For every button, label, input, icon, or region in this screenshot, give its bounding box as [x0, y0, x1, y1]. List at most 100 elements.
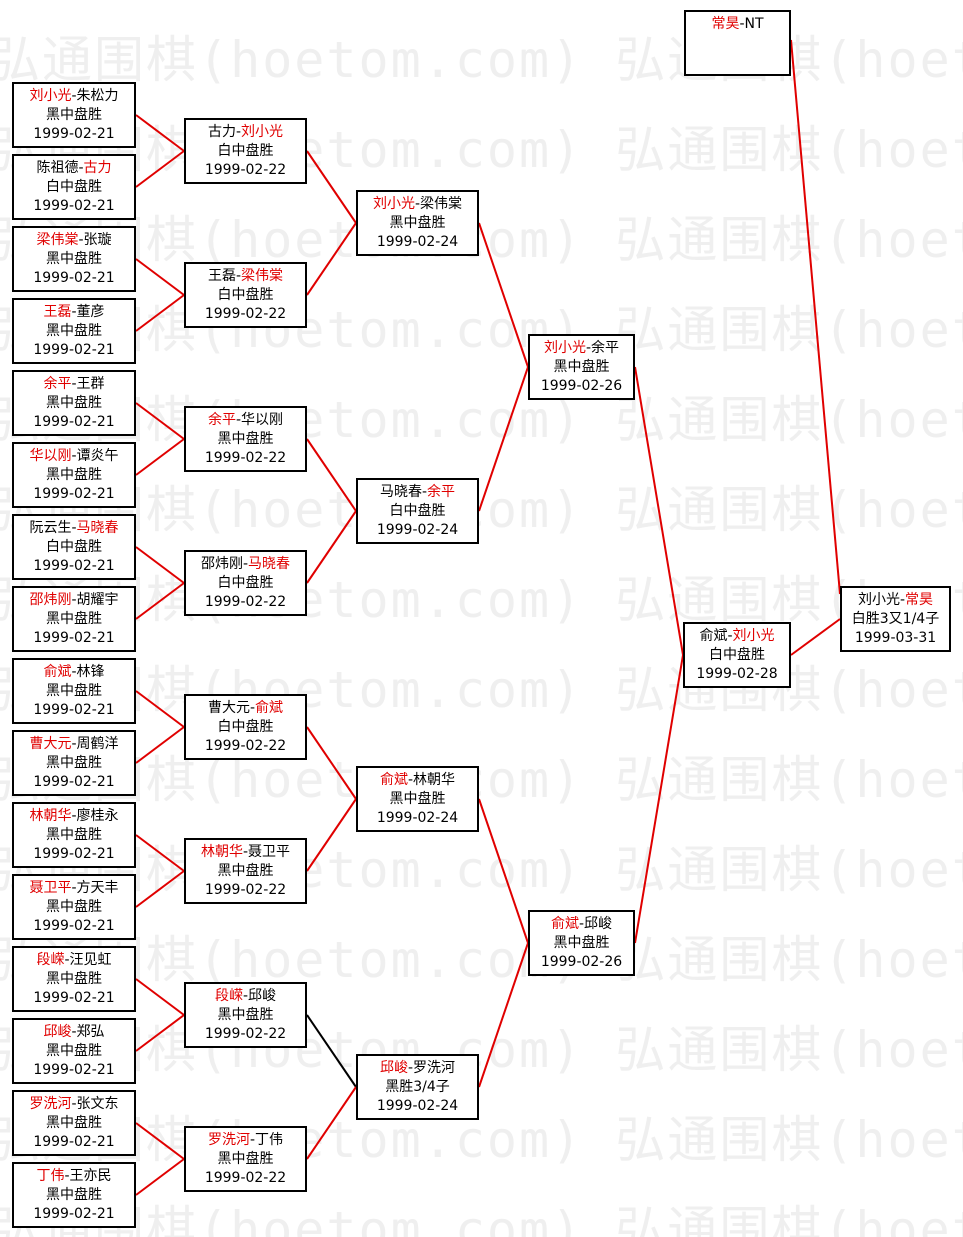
- match-players: 刘小光-常昊: [842, 591, 949, 610]
- match-date: 1999-02-24: [376, 810, 459, 826]
- player-b: 梁伟棠: [241, 268, 284, 284]
- player-b: 华以刚: [241, 412, 284, 428]
- match-players: 俞斌-林锋: [14, 663, 134, 682]
- match-date: 1999-02-21: [33, 846, 115, 862]
- match-players: 丁伟-王亦民: [14, 1167, 134, 1186]
- match-result: 白中盘胜: [46, 179, 102, 195]
- dash: -: [727, 628, 733, 644]
- player-a: 刘小光: [857, 592, 900, 608]
- bracket-link: [306, 1014, 357, 1088]
- player-a: 俞斌: [699, 628, 728, 644]
- dash: -: [71, 304, 77, 320]
- match-players: 余平-王群: [14, 375, 134, 394]
- dash: -: [407, 1060, 414, 1076]
- match-box: 刘小光-朱松力 黑中盘胜 1999-02-21: [12, 82, 136, 148]
- match-players: 邵炜刚-胡耀宇: [14, 591, 134, 610]
- bracket-link: [135, 114, 185, 152]
- player-b: 梁伟棠: [420, 196, 463, 212]
- dash: -: [249, 700, 256, 716]
- player-a: 刘小光: [543, 340, 586, 356]
- dash: -: [235, 412, 242, 428]
- dash: -: [64, 952, 70, 968]
- match-players: 梁伟棠-张璇: [14, 231, 134, 250]
- bracket-link: [135, 1014, 185, 1052]
- match-box: 段嵘-邱峻 黑中盘胜 1999-02-22: [184, 982, 307, 1048]
- dash: -: [71, 808, 77, 824]
- match-box: 丁伟-王亦民 黑中盘胜 1999-02-21: [12, 1162, 136, 1228]
- bracket-link: [135, 150, 185, 188]
- match-date: 1999-02-21: [33, 1134, 115, 1150]
- player-a: 梁伟棠: [36, 232, 79, 248]
- player-b: 王群: [76, 376, 105, 392]
- match-date: 1999-02-24: [376, 522, 459, 538]
- match-players: 曹大元-俞斌: [186, 699, 305, 718]
- player-b: 张文东: [76, 1096, 119, 1112]
- match-players: 陈祖德-古力: [14, 159, 134, 178]
- match-box: 王磊-董彦 黑中盘胜 1999-02-21: [12, 298, 136, 364]
- match-players: 罗洗河-丁伟: [186, 1131, 305, 1150]
- player-a: 邵炜刚: [29, 592, 72, 608]
- bracket-link: [478, 222, 529, 368]
- match-players: 俞斌-林朝华: [358, 771, 477, 790]
- match-date: 1999-02-22: [204, 738, 287, 754]
- match-date: 1999-02-21: [33, 198, 115, 214]
- dash: -: [71, 88, 77, 104]
- match-players: 阮云生-马晓春: [14, 519, 134, 538]
- bracket-link: [634, 366, 684, 656]
- final-match-box: 刘小光-常昊 白胜3又1/4子 1999-03-31: [840, 586, 951, 652]
- dash: -: [899, 592, 906, 608]
- dash: -: [249, 1132, 256, 1148]
- player-a: 古力: [207, 124, 236, 140]
- dash: -: [739, 16, 745, 32]
- match-date: 1999-02-21: [33, 774, 115, 790]
- player-b: 谭炎午: [76, 448, 119, 464]
- match-result: 黑中盘胜: [46, 827, 102, 843]
- player-b: 邱峻: [248, 988, 277, 1004]
- match-box: 邱峻-罗洗河 黑胜3/4子 1999-02-24: [356, 1054, 479, 1120]
- player-b: 林锋: [76, 664, 105, 680]
- match-box: 刘小光-梁伟棠 黑中盘胜 1999-02-24: [356, 190, 479, 256]
- bracket-link: [135, 438, 185, 476]
- dash: -: [71, 520, 77, 536]
- player-b: 张璇: [83, 232, 112, 248]
- match-players: 邱峻-郑弘: [14, 1023, 134, 1042]
- player-b: 胡耀宇: [76, 592, 119, 608]
- bracket-link: [478, 366, 529, 512]
- player-b: 廖桂永: [76, 808, 119, 824]
- match-date: 1999-02-26: [540, 954, 623, 970]
- bracket-link: [790, 618, 841, 656]
- player-a: 华以刚: [29, 448, 72, 464]
- bracket-link: [135, 834, 185, 872]
- match-result: 白中盘胜: [46, 539, 102, 555]
- seed-box: 常昊-NT: [684, 10, 791, 76]
- match-date: 1999-02-22: [204, 306, 287, 322]
- match-box: 邱峻-郑弘 黑中盘胜 1999-02-21: [12, 1018, 136, 1084]
- match-players: 刘小光-朱松力: [14, 87, 134, 106]
- bracket-link: [306, 438, 357, 512]
- match-result: 白中盘胜: [709, 647, 765, 663]
- match-date: 1999-02-21: [33, 486, 115, 502]
- match-players: 曹大元-周鹤洋: [14, 735, 134, 754]
- player-b: 马晓春: [248, 556, 291, 572]
- bracket-link: [135, 1122, 185, 1160]
- bracket-link: [135, 582, 185, 620]
- match-date: 1999-02-22: [204, 450, 287, 466]
- match-date: 1999-02-21: [33, 270, 115, 286]
- player-b: 周鹤洋: [76, 736, 119, 752]
- player-a: 林朝华: [200, 844, 243, 860]
- dash: -: [78, 160, 84, 176]
- player-b: 刘小光: [732, 628, 775, 644]
- player-a: 常昊: [711, 16, 740, 32]
- match-result: 黑胜3/4子: [385, 1079, 450, 1095]
- match-players: 邵炜刚-马晓春: [186, 555, 305, 574]
- match-date: 1999-02-21: [33, 126, 115, 142]
- match-players: 罗洗河-张文东: [14, 1095, 134, 1114]
- match-box: 段嵘-汪见虹 黑中盘胜 1999-02-21: [12, 946, 136, 1012]
- match-players: 王磊-董彦: [14, 303, 134, 322]
- bracket-link: [634, 654, 684, 944]
- match-result: 白中盘胜: [389, 503, 446, 519]
- bracket-link: [306, 510, 357, 584]
- match-result: 黑中盘胜: [46, 251, 102, 267]
- match-date: 1999-02-22: [204, 162, 287, 178]
- match-players: 常昊-NT: [686, 15, 789, 34]
